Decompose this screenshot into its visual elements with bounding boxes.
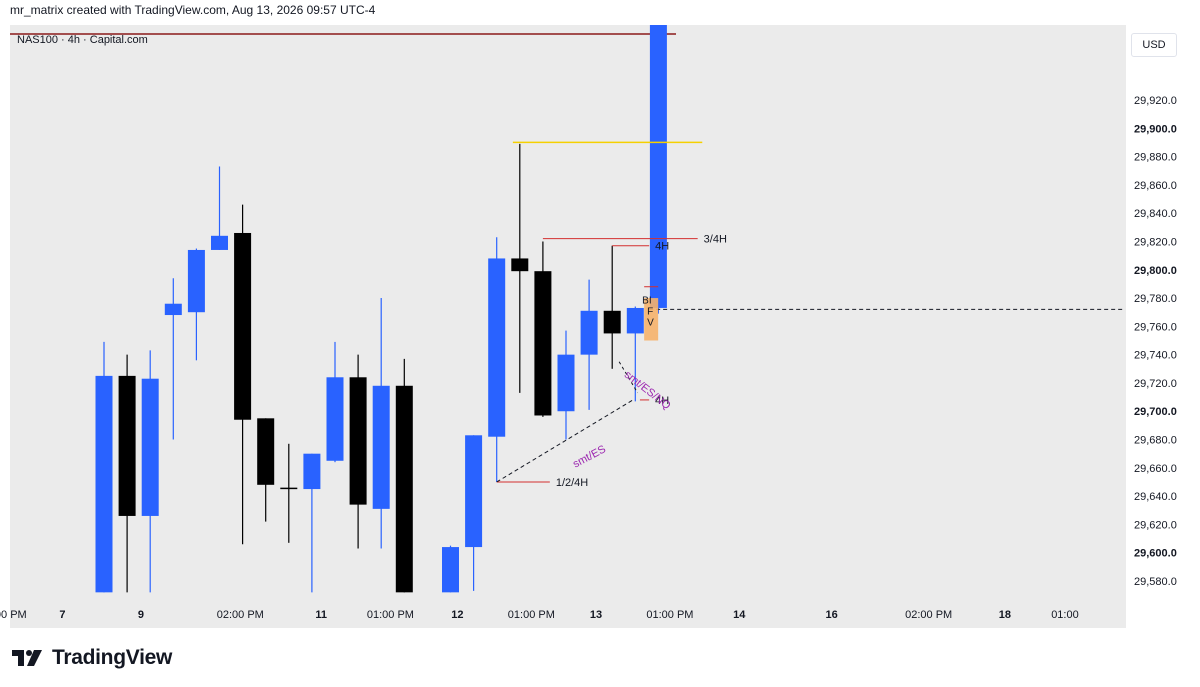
candle-body[interactable] xyxy=(141,378,159,516)
y-tick-label: 29,680.0 xyxy=(1134,435,1177,447)
candle-body[interactable] xyxy=(187,249,205,313)
candle-body[interactable] xyxy=(257,418,275,485)
x-tick-label: 01:00 PM xyxy=(646,609,693,621)
bfv-label: F xyxy=(647,307,653,318)
y-tick-label: 29,700.0 xyxy=(1134,406,1177,418)
price-axis-pane[interactable] xyxy=(1126,25,1200,628)
x-tick-label: 16 xyxy=(826,609,838,621)
y-axis: 29,580.0 29,600.0 29,620.0 29,640.0 29,660.0… xyxy=(1134,95,1177,588)
y-tick-label: 29,740.0 xyxy=(1134,350,1177,362)
bfv-label: V xyxy=(647,318,654,329)
y-tick-label: 29,880.0 xyxy=(1134,152,1177,164)
candle-body[interactable] xyxy=(164,303,182,316)
x-tick-label: 18 xyxy=(999,609,1011,621)
x-tick-label: 11 xyxy=(315,609,327,621)
candle-body[interactable] xyxy=(372,385,390,509)
candle-body[interactable] xyxy=(234,232,252,420)
y-tick-label: 29,660.0 xyxy=(1134,463,1177,475)
level-label: 4H xyxy=(655,241,669,253)
level-label: 1/2/4H xyxy=(556,477,588,489)
y-tick-label: 29,840.0 xyxy=(1134,208,1177,220)
level-label: 3/4H xyxy=(704,234,727,246)
candle-body[interactable] xyxy=(465,435,483,548)
x-tick-label: 01:00 PM xyxy=(508,609,555,621)
bfv-zone xyxy=(644,298,659,341)
y-tick-label: 29,820.0 xyxy=(1134,236,1177,248)
bfv-label: BI xyxy=(642,296,651,307)
smt-es-nq-label: smt/ES/NQ xyxy=(622,369,673,413)
currency-button[interactable]: USD xyxy=(1131,33,1177,57)
tradingview-brand: TradingView xyxy=(52,646,173,669)
attribution-text: mr_matrix created with TradingView.com, … xyxy=(10,3,376,17)
body-group xyxy=(95,25,667,593)
x-tick-label: 9 xyxy=(138,609,144,621)
symbol-legend: NAS100 · 4h · Capital.com xyxy=(17,34,148,46)
smt-trend-line xyxy=(618,361,639,394)
candle-body[interactable] xyxy=(511,258,529,272)
candle-body[interactable] xyxy=(626,307,644,334)
candle-body[interactable] xyxy=(395,385,413,593)
x-tick-label: 01:00 xyxy=(1051,609,1079,621)
y-tick-label: 29,760.0 xyxy=(1134,321,1177,333)
candle-body[interactable] xyxy=(649,25,667,308)
candle-body[interactable] xyxy=(557,354,575,412)
x-tick-label: 14 xyxy=(733,609,746,621)
smt-trend-line xyxy=(496,399,634,483)
x-tick-label: 13 xyxy=(590,609,602,621)
candle-body[interactable] xyxy=(211,235,228,250)
candle-body[interactable] xyxy=(95,375,113,593)
candle-body[interactable] xyxy=(349,377,367,505)
y-tick-label: 29,860.0 xyxy=(1134,180,1177,192)
smt-es-label: smt/ES xyxy=(571,443,608,470)
y-tick-label: 29,920.0 xyxy=(1134,95,1177,107)
x-tick-label: 02:00 PM xyxy=(217,609,264,621)
candle-body[interactable] xyxy=(534,271,552,416)
x-axis: :00 PM 7 9 02:00 PM 11 01:00 PM 12 01:00 PM 13 01… xyxy=(0,609,1079,621)
candle-body[interactable] xyxy=(303,453,321,490)
y-tick-label: 29,640.0 xyxy=(1134,491,1177,503)
y-tick-label: 29,720.0 xyxy=(1134,378,1177,390)
x-tick-label: :00 PM xyxy=(0,609,27,621)
candle-body[interactable] xyxy=(118,375,136,516)
y-tick-label: 29,900.0 xyxy=(1134,123,1177,135)
candle-body[interactable] xyxy=(280,487,298,490)
candle-body[interactable] xyxy=(603,310,621,334)
y-tick-label: 29,800.0 xyxy=(1134,265,1177,277)
y-tick-label: 29,600.0 xyxy=(1134,548,1177,560)
candle-body[interactable] xyxy=(580,310,598,355)
candle-body[interactable] xyxy=(442,547,459,593)
candle-body[interactable] xyxy=(488,258,506,437)
y-tick-label: 29,580.0 xyxy=(1134,576,1177,588)
y-tick-label: 29,620.0 xyxy=(1134,519,1177,531)
tradingview-logo-icon xyxy=(12,650,42,666)
candle-body[interactable] xyxy=(326,377,344,461)
level-label: 4H xyxy=(655,395,669,407)
x-tick-label: 02:00 PM xyxy=(905,609,952,621)
x-tick-label: 7 xyxy=(59,609,65,621)
tradingview-footer: TradingView xyxy=(12,646,172,670)
x-tick-label: 12 xyxy=(451,609,463,621)
y-tick-label: 29,780.0 xyxy=(1134,293,1177,305)
x-tick-label: 01:00 PM xyxy=(367,609,414,621)
